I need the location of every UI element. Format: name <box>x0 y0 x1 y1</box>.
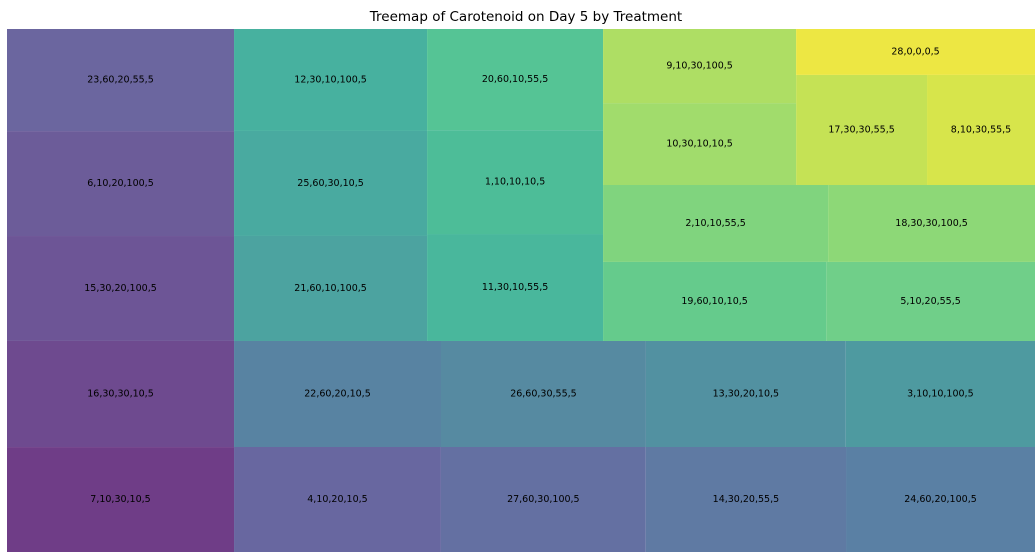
cell-label: 15,30,20,100,5 <box>84 283 157 294</box>
cell-label: 11,30,10,55,5 <box>482 282 548 293</box>
treemap-cell <box>234 446 441 552</box>
cell-label: 7,10,30,10,5 <box>90 494 150 505</box>
cell-label: 26,60,30,55,5 <box>510 388 576 399</box>
treemap-cell <box>7 29 235 132</box>
cell-label: 18,30,30,100,5 <box>895 218 968 229</box>
treemap-cell <box>7 447 235 552</box>
cell-label: 12,30,10,100,5 <box>294 74 367 85</box>
treemap-cell <box>645 340 846 447</box>
treemap-cell <box>440 340 646 447</box>
cell-label: 1,10,10,10,5 <box>485 177 545 188</box>
treemap-cell <box>828 184 1035 262</box>
treemap-cell <box>846 446 1035 552</box>
treemap-cell <box>7 131 235 237</box>
cell-label: 20,60,10,55,5 <box>482 74 548 85</box>
treemap-cell <box>7 340 235 448</box>
treemap-cell <box>645 446 847 552</box>
treemap-cell <box>603 29 797 104</box>
treemap-cell <box>826 261 1035 341</box>
chart-title: Treemap of Carotenoid on Day 5 by Treatm… <box>369 9 682 25</box>
treemap-cell <box>603 261 827 341</box>
treemap-cell <box>927 74 1035 185</box>
treemap-cell <box>234 235 428 341</box>
cell-label: 22,60,20,10,5 <box>304 388 370 399</box>
cell-label: 28,0,0,0,5 <box>891 46 939 57</box>
treemap-cell <box>603 184 829 262</box>
cell-label: 3,10,10,100,5 <box>907 388 973 399</box>
cell-label: 5,10,20,55,5 <box>900 296 960 307</box>
cell-label: 2,10,10,55,5 <box>685 218 745 229</box>
cell-label: 14,30,20,55,5 <box>713 494 779 505</box>
cell-label: 23,60,20,55,5 <box>87 75 153 86</box>
cell-label: 19,60,10,10,5 <box>681 296 747 307</box>
treemap-cell <box>234 340 441 447</box>
treemap-cell <box>427 234 604 341</box>
treemap-cell <box>845 340 1035 447</box>
treemap-cell <box>427 130 604 235</box>
cell-label: 27,60,30,100,5 <box>507 494 580 505</box>
treemap-cell <box>603 103 797 185</box>
cell-label: 25,60,30,10,5 <box>297 178 363 189</box>
cell-label: 24,60,20,100,5 <box>904 494 977 505</box>
treemap-cell <box>796 74 928 185</box>
treemap-cell <box>7 236 235 341</box>
cell-label: 16,30,30,10,5 <box>87 389 153 400</box>
treemap-cell <box>234 29 428 131</box>
cell-label: 6,10,20,100,5 <box>87 178 153 189</box>
cell-label: 10,30,10,10,5 <box>666 139 732 150</box>
cell-label: 21,60,10,100,5 <box>294 283 367 294</box>
cell-label: 8,10,30,55,5 <box>951 124 1011 135</box>
treemap-cell <box>440 446 646 552</box>
treemap-cell <box>234 130 428 236</box>
cell-label: 9,10,30,100,5 <box>666 61 732 72</box>
treemap-cell <box>796 29 1035 75</box>
treemap-cell <box>427 29 604 131</box>
cell-label: 17,30,30,55,5 <box>828 124 894 135</box>
cell-label: 13,30,20,10,5 <box>713 388 779 399</box>
cell-label: 4,10,20,10,5 <box>307 494 367 505</box>
